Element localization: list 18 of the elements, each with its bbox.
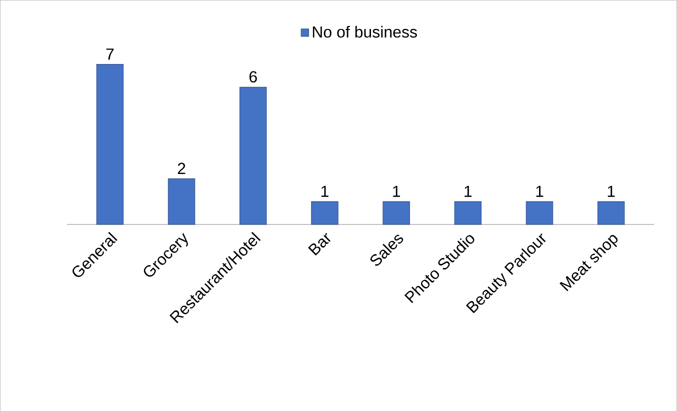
x-tick-label: Bar [308,232,331,256]
bar [454,201,482,224]
bar [168,178,196,224]
bar [597,201,625,224]
data-label: 1 [464,186,472,197]
bar [240,86,267,224]
data-label: 7 [106,48,114,60]
data-label: 1 [608,186,615,197]
data-label: 2 [178,162,186,174]
data-label: 6 [249,70,257,82]
data-label: 1 [393,186,400,197]
bar [311,201,338,224]
bar [382,201,410,224]
data-label: 1 [321,186,328,197]
legend-label: No of business [312,26,417,38]
bar [526,201,554,224]
data-label: 1 [536,186,544,197]
bar [96,64,124,224]
